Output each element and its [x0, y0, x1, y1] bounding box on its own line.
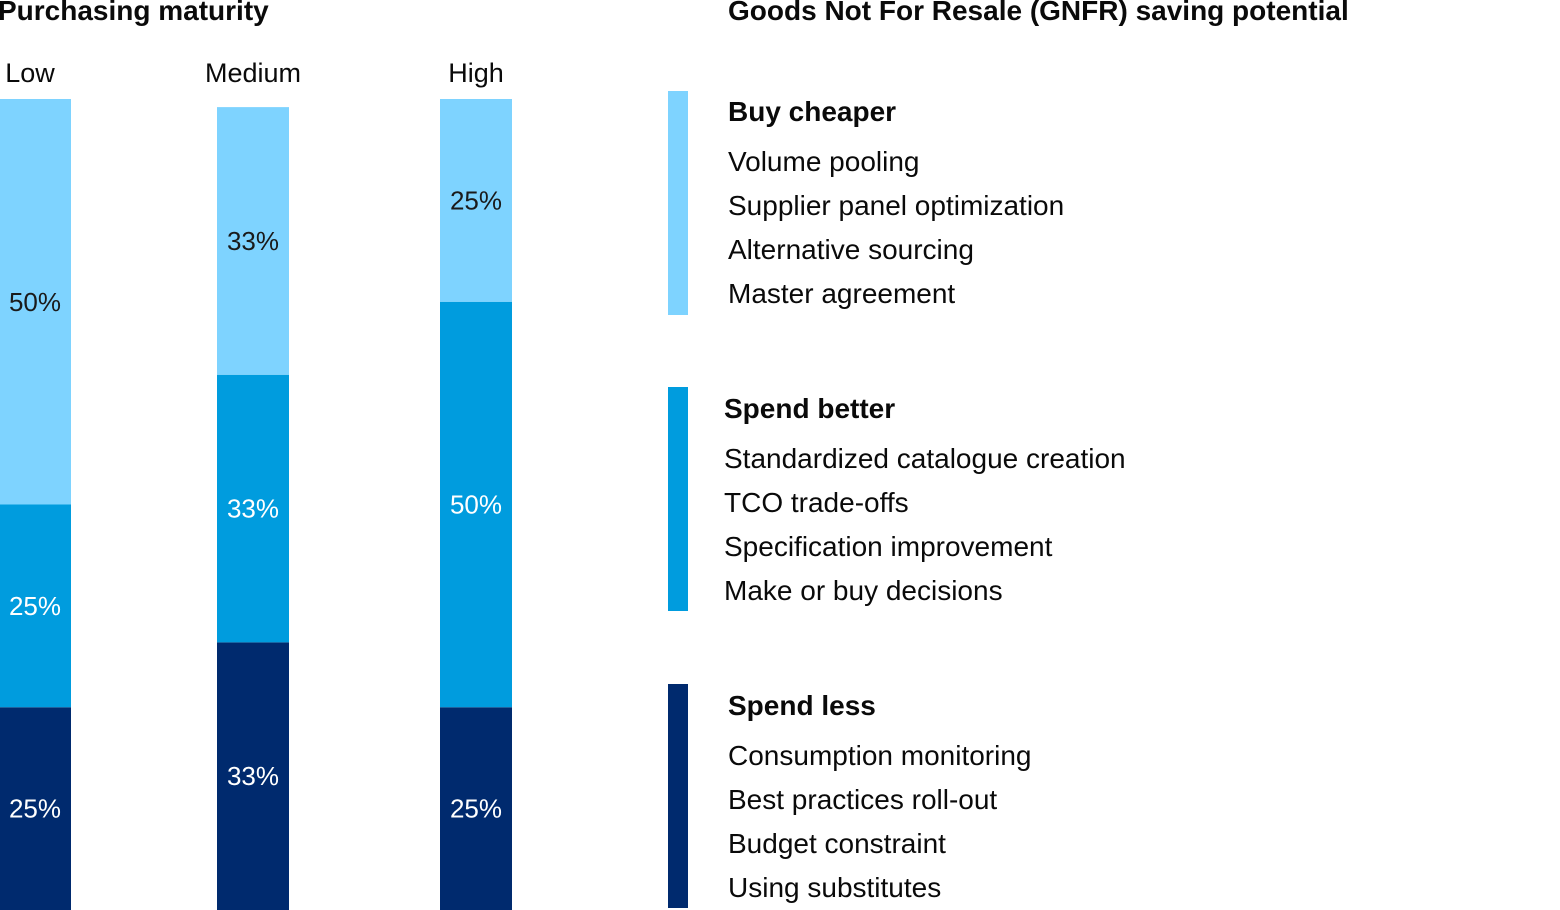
legend-swatch-spend-less — [668, 684, 688, 908]
legend-group-title: Spend less — [728, 690, 876, 721]
legend-item: Make or buy decisions — [724, 575, 1003, 606]
legend-swatch-buy-cheaper — [668, 91, 688, 315]
legend-item: Alternative sourcing — [728, 234, 974, 265]
bar-segment — [0, 99, 71, 505]
data-label: 33% — [227, 494, 279, 524]
data-label: 25% — [9, 794, 61, 824]
data-label: 50% — [9, 287, 61, 317]
legend-item: Budget constraint — [728, 828, 946, 859]
legend-item: Best practices roll-out — [728, 784, 998, 815]
legend-item: Using substitutes — [728, 872, 942, 903]
data-label: 25% — [450, 794, 502, 824]
bar-segment — [217, 642, 289, 910]
legend-item: TCO trade-offs — [724, 487, 909, 518]
category-label: High — [448, 58, 504, 88]
legend-item: Standardized catalogue creation — [724, 443, 1126, 474]
legend-title: Goods Not For Resale (GNFR) saving poten… — [728, 0, 1349, 26]
category-label: Medium — [205, 58, 301, 88]
data-label: 50% — [450, 490, 502, 520]
legend-swatch-spend-better — [668, 387, 688, 611]
legend-item: Supplier panel optimization — [728, 190, 1065, 221]
stacked-bar-chart: Low 25% 25% 50% Medium 33% 33% 33% High 25% 50% 25% — [0, 58, 512, 910]
legend-item: Consumption monitoring — [728, 740, 1032, 771]
bar-segment — [217, 374, 289, 643]
chart-title: Purchasing maturity — [0, 0, 269, 26]
legend-item: Volume pooling — [728, 146, 920, 177]
data-label: 25% — [450, 185, 502, 215]
legend-item: Master agreement — [728, 278, 956, 309]
bar-segment — [0, 504, 71, 708]
bar-segment — [440, 707, 512, 910]
data-label: 25% — [9, 591, 61, 621]
legend-item: Specification improvement — [724, 531, 1053, 562]
data-label: 33% — [227, 761, 279, 791]
bar-segment — [440, 301, 512, 708]
bar-segment — [440, 99, 512, 302]
legend-group-title: Spend better — [724, 393, 896, 424]
data-label: 33% — [227, 226, 279, 256]
bar-segment — [0, 707, 71, 910]
bar-segment — [217, 107, 289, 375]
legend-group-title: Buy cheaper — [728, 96, 897, 127]
category-label: Low — [5, 58, 55, 88]
